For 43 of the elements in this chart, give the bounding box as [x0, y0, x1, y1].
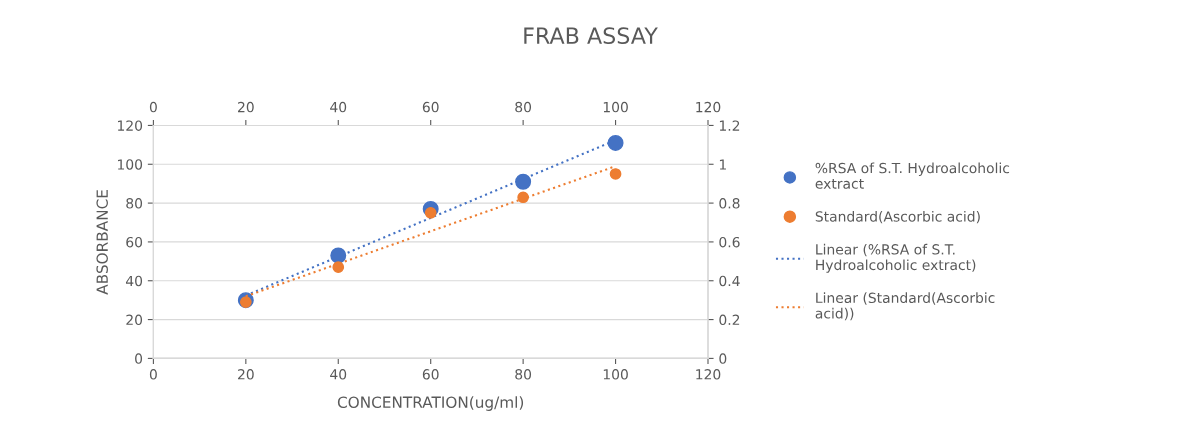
point: [517, 191, 529, 204]
x2-tick-label: 20: [238, 101, 254, 113]
y2-tick-label: 0.4: [719, 275, 740, 287]
y-tick-label: 120: [118, 120, 143, 131]
x2-tick-label: 100: [603, 101, 628, 113]
y-axis-title: ABSORBANCE: [96, 190, 108, 295]
x2-tick-label: 120: [696, 101, 721, 113]
legend-label: %RSA of S.T. Hydroalcoholic extract: [815, 162, 1010, 189]
y2-tick-label: 0.2: [719, 314, 740, 326]
y2-tick-label: 0: [719, 353, 727, 364]
y-tick-label: 80: [126, 198, 143, 209]
x-tick-label: 60: [422, 369, 439, 380]
x-tick-label: 20: [238, 369, 254, 380]
point: [424, 206, 437, 219]
y-tick-label: 100: [118, 159, 143, 170]
x-tick-label: 100: [603, 369, 628, 380]
y-tick-label: 20: [126, 314, 143, 326]
x-axis-title: CONCENTRATION(ug/ml): [337, 396, 524, 411]
legend-label: Linear (Standard(Ascorbic acid)): [815, 292, 995, 321]
chart-title: FRAB ASSAY: [524, 27, 658, 45]
y-tick-label: 0: [135, 353, 143, 364]
x2-tick-label: 0: [149, 101, 157, 113]
x2-tick-label: 80: [515, 101, 532, 113]
x-tick-label: 0: [149, 369, 157, 380]
y2-tick-label: 0.8: [719, 198, 740, 209]
point: [515, 173, 532, 190]
y2-tick-label: 0.6: [719, 236, 740, 248]
y2-tick-label: 1.2: [719, 120, 740, 131]
x-tick-label: 80: [515, 369, 532, 380]
point: [607, 134, 624, 151]
point: [609, 168, 622, 180]
x2-tick-label: 40: [330, 101, 347, 113]
legend-label: Standard(Ascorbic acid): [815, 210, 980, 224]
legend-label: Linear (%RSA of S.T. Hydroalcoholic extract): [816, 243, 976, 273]
x-tick-label: 120: [696, 369, 721, 380]
y-tick-label: 60: [126, 236, 143, 248]
point: [332, 261, 345, 274]
point: [239, 296, 252, 308]
y-tick-label: 40: [125, 275, 143, 287]
x-tick-label: 40: [330, 369, 347, 380]
x2-tick-label: 60: [422, 101, 439, 113]
y2-tick-label: 1: [719, 159, 726, 170]
point: [330, 247, 347, 264]
